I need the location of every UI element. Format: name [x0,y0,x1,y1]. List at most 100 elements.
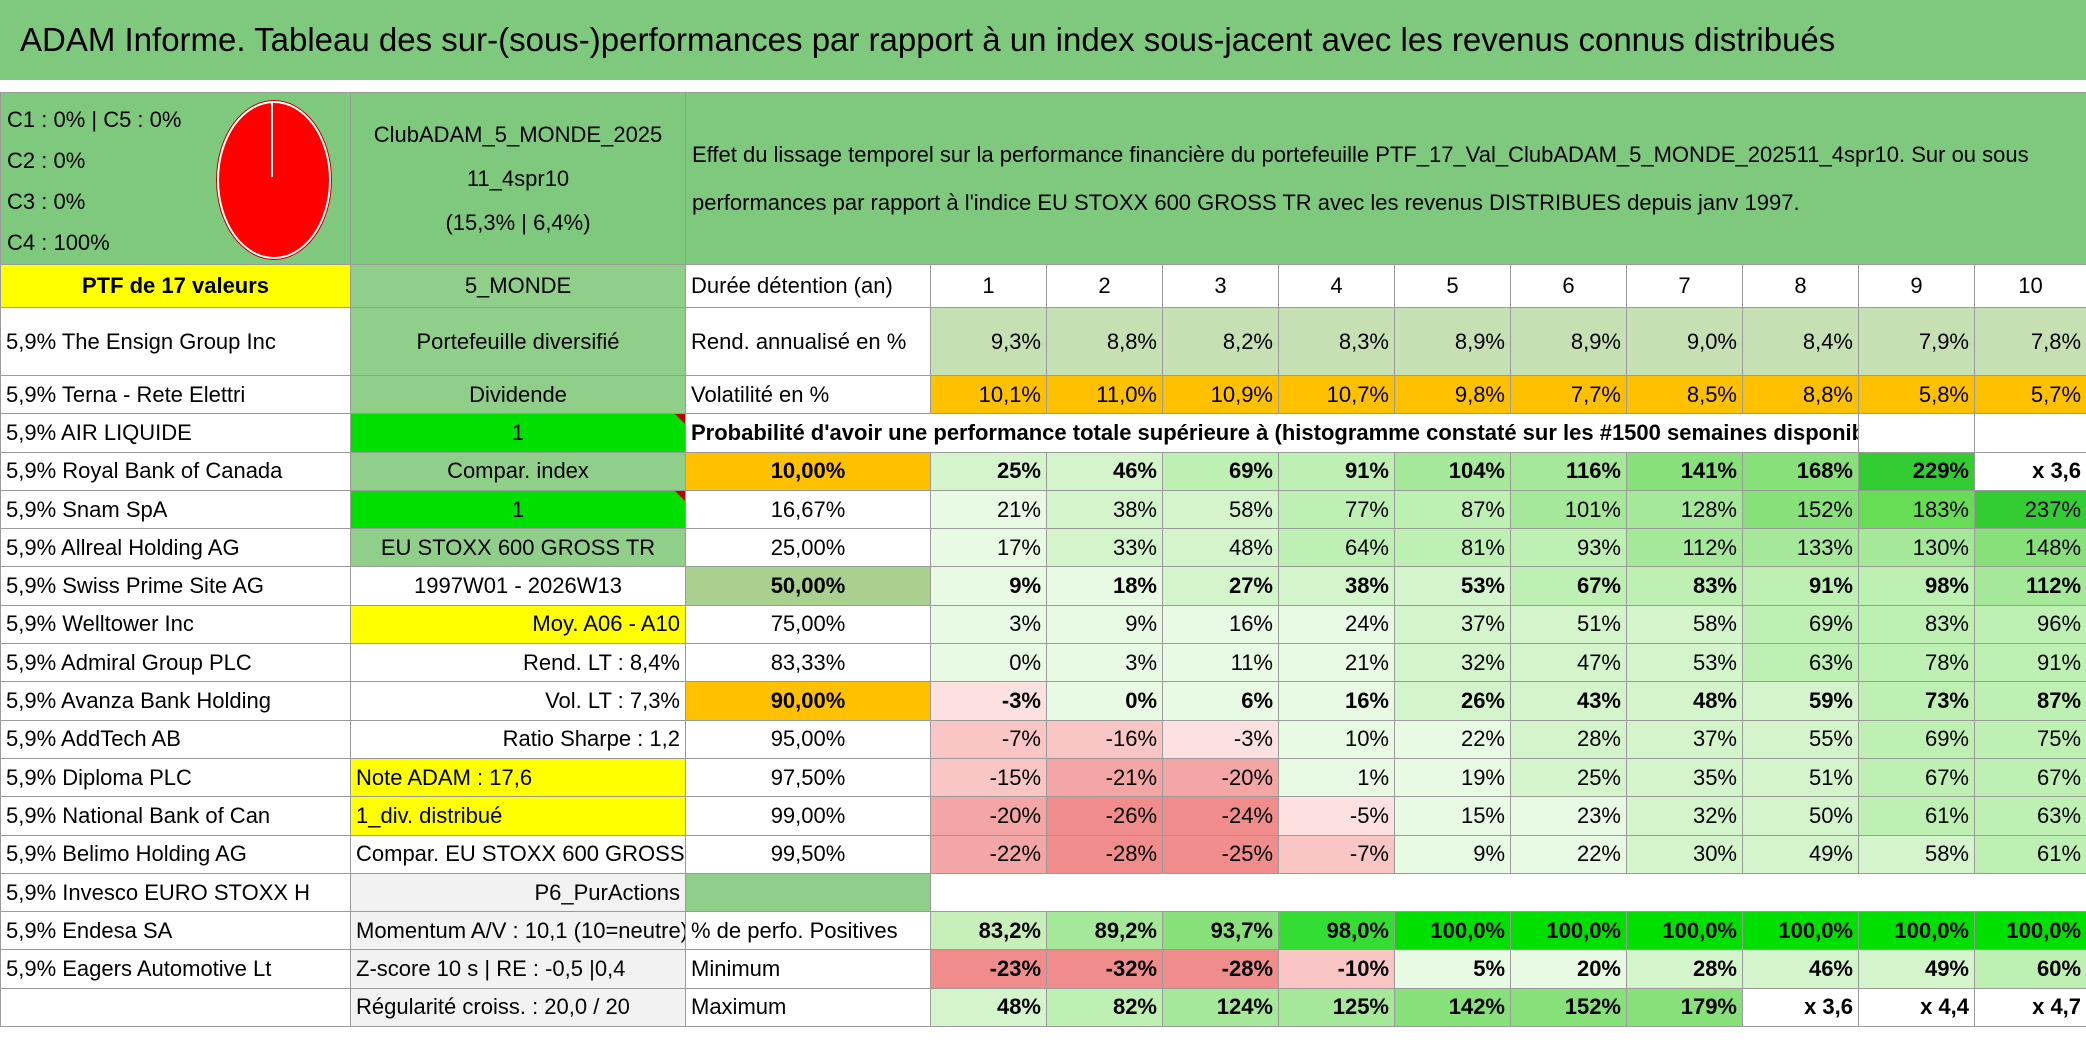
probability-value: 63% [1742,643,1859,683]
probability-value: -21% [1046,757,1163,798]
holding-name: 5,9% Diploma PLC [0,757,351,798]
min-value: -10% [1278,949,1395,989]
probability-value: 148% [1973,528,2086,568]
max-value: 82% [1046,987,1163,1028]
info-cell: 1 [350,413,686,453]
probability-value: 49% [1742,834,1859,874]
probability-level: 99,50% [685,834,931,874]
vol-value: 8,8% [1742,374,1859,415]
probability-value: 78% [1858,643,1975,683]
pos-value: 93,7% [1162,911,1279,951]
probability-value: 91% [1278,451,1395,491]
holding-name: 5,9% Admiral Group PLC [0,643,351,683]
pos-value: 83,2% [930,911,1047,951]
max-value: x 3,6 [1742,987,1859,1028]
probability-value: 53% [1394,566,1511,606]
vol-value: 8,5% [1626,374,1743,415]
max-label: Maximum [685,987,931,1028]
probability-value: 93% [1510,528,1627,568]
pie-legend-c3: C3 : 0% [7,189,86,214]
pos-label: % de perfo. Positives [685,911,931,951]
probability-value: -26% [1046,796,1163,836]
rend-value: 8,2% [1162,307,1279,376]
probability-value: 26% [1394,681,1511,721]
probability-value: -25% [1162,834,1279,874]
probability-value: 73% [1858,681,1975,721]
pie-legend-c2: C2 : 0% [7,148,86,173]
min-value: 5% [1394,949,1511,989]
probability-level: 99,00% [685,796,931,836]
probability-value: 91% [1973,643,2086,683]
rend-value: 9,3% [930,307,1047,376]
portfolio-description: Effet du lissage temporel sur la perform… [684,92,2086,265]
club-stats: (15,3% | 6,4%) [445,209,591,235]
probability-value: 9% [1046,604,1163,645]
year-header: 6 [1510,264,1627,308]
probability-value: 32% [1394,643,1511,683]
probability-value: 0% [930,643,1047,683]
info-cell: Ratio Sharpe : 1,2 [350,719,686,759]
probability-value: 25% [930,451,1047,491]
info-cell: Compar. EU STOXX 600 GROSS TR [350,834,686,874]
probability-value: -3% [930,681,1047,721]
club-name-line1: ClubADAM_5_MONDE_2025 [373,121,663,147]
portfolio-label: PTF de 17 valeurs [0,264,351,308]
rend-value: 7,8% [1973,307,2086,376]
probability-value: 112% [1626,528,1743,568]
pie-legend-c1-c5: C1 : 0% | C5 : 0% [7,107,182,132]
holding-name: 5,9% Royal Bank of Canada [0,451,351,491]
holding-name: 5,9% AddTech AB [0,719,351,759]
probability-level: 25,00% [685,528,931,568]
rend-value: 9,0% [1626,307,1743,376]
empty-cell [1858,413,1975,453]
probability-value: 3% [1046,643,1163,683]
performance-table: C1 : 0% | C5 : 0% C2 : 0% C3 : 0% C4 : 1… [0,92,2086,1028]
vol-value: 10,1% [930,374,1047,415]
info-cell: Dividende [350,374,686,415]
probability-value: 51% [1742,757,1859,798]
probability-value: 83% [1858,604,1975,645]
rend-value: 8,4% [1742,307,1859,376]
probability-value: 6% [1162,681,1279,721]
probability-value: 128% [1626,489,1743,530]
holding-name: 5,9% Terna - Rete Elettri [0,374,351,415]
allocation-panel: C1 : 0% | C5 : 0% C2 : 0% C3 : 0% C4 : 1… [0,92,351,265]
year-header: 1 [930,264,1047,308]
probability-value: -20% [1162,757,1279,798]
probability-value: 183% [1858,489,1975,530]
max-value: x 4,4 [1858,987,1975,1028]
holding-name: 5,9% AIR LIQUIDE [0,413,351,453]
rend-label: Rend. annualisé en % [685,307,931,376]
probability-value: 53% [1626,643,1743,683]
year-header: 9 [1858,264,1975,308]
pos-value: 100,0% [1394,911,1511,951]
probability-value: 75% [1973,719,2086,759]
min-value: 46% [1742,949,1859,989]
probability-value: 58% [1162,489,1279,530]
max-value: 179% [1626,987,1743,1028]
info-cell: 1997W01 - 2026W13 [350,566,686,606]
probability-title: Probabilité d'avoir une performance tota… [685,413,1859,453]
probability-value: 21% [930,489,1047,530]
probability-value: 58% [1858,834,1975,874]
probability-value: -7% [930,719,1047,759]
rend-value: 8,9% [1510,307,1627,376]
pos-value: 100,0% [1510,911,1627,951]
probability-value: 50% [1742,796,1859,836]
probability-value: 16% [1162,604,1279,645]
empty-cell [929,872,2086,913]
rend-value: 7,9% [1858,307,1975,376]
min-value: -28% [1162,949,1279,989]
probability-value: 81% [1394,528,1511,568]
holding-name: 5,9% Endesa SA [0,911,351,951]
probability-value: 69% [1162,451,1279,491]
probability-value: 87% [1394,489,1511,530]
probability-value: 38% [1046,489,1163,530]
year-header: 8 [1742,264,1859,308]
probability-value: -3% [1162,719,1279,759]
holding-name: 5,9% Swiss Prime Site AG [0,566,351,606]
max-value: 152% [1510,987,1627,1028]
probability-value: 33% [1046,528,1163,568]
min-value: -32% [1046,949,1163,989]
